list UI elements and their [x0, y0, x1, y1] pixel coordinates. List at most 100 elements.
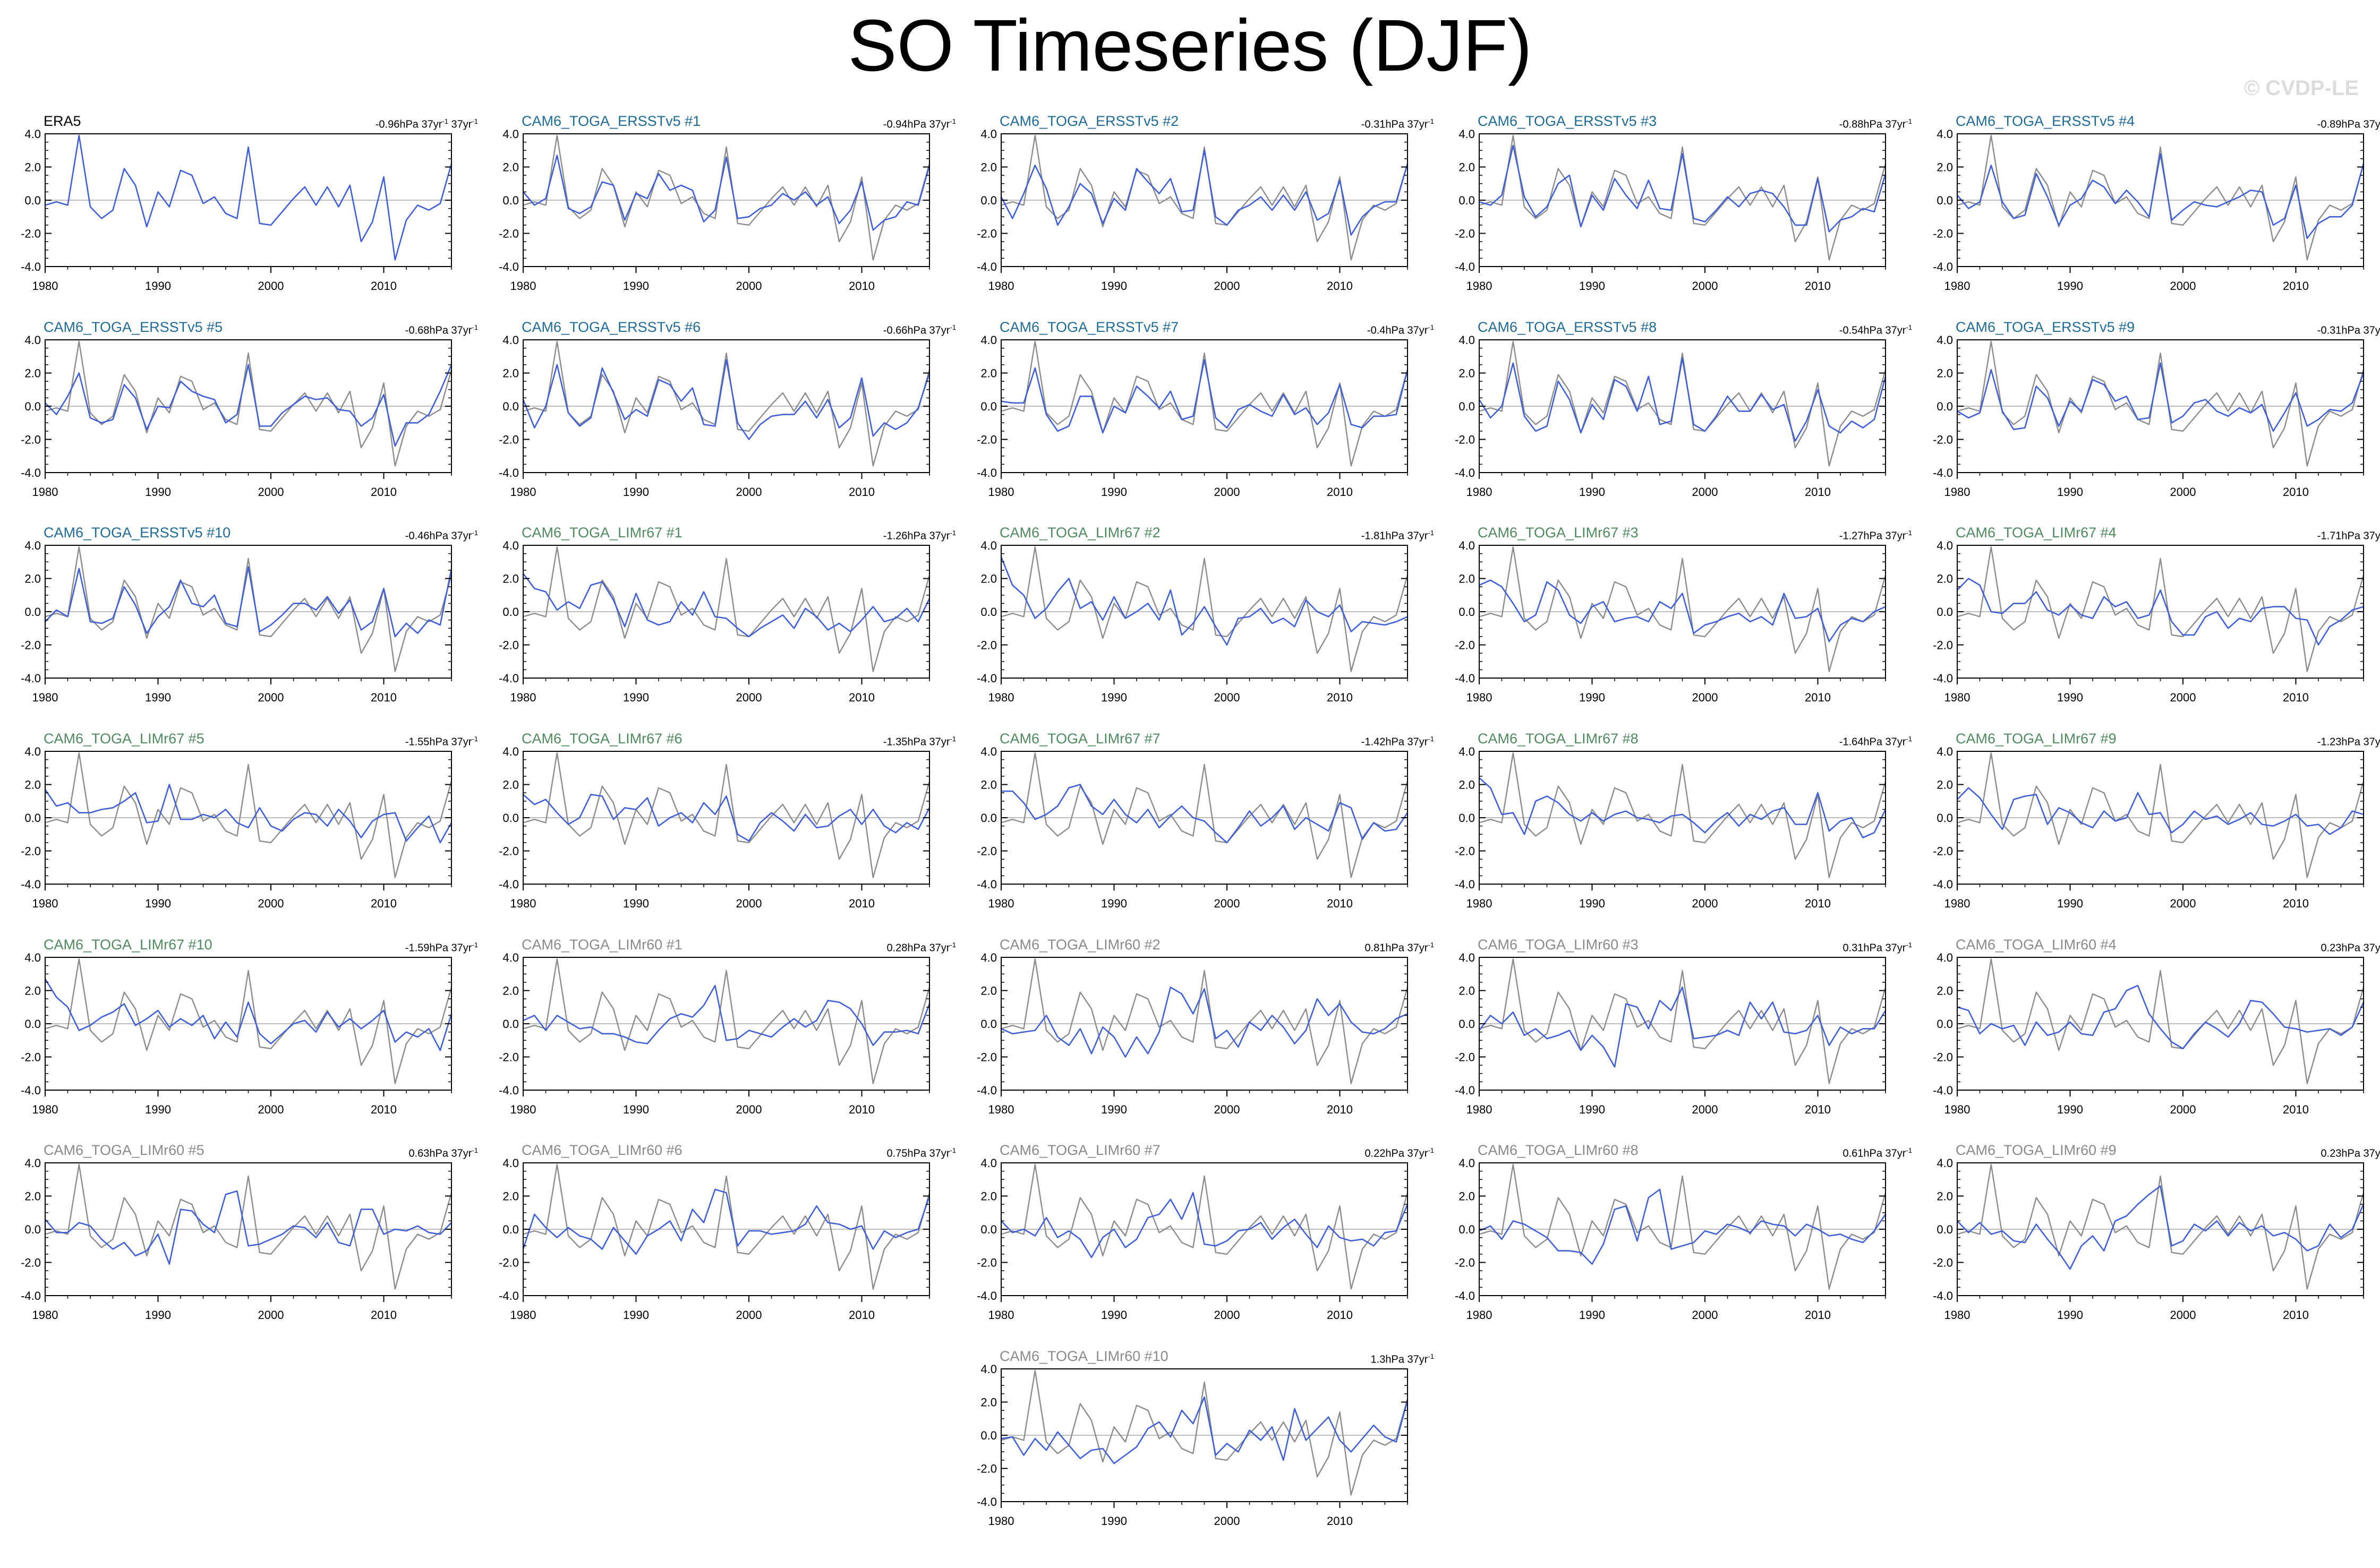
timeseries-panel: CAM6_TOGA_LIMr60 #2 0.81hPa 37yr-1 4.0 2.0 0…: [956, 936, 1434, 1133]
x-tick-label: 2000: [736, 1308, 762, 1322]
trend-unit: hPa 37yr: [907, 530, 950, 542]
y-tick-label: 4.0: [1937, 1156, 1953, 1170]
panel-plot: 4.0 2.0 0.0 -2.0 -4.0 1980 1990 2000 2010: [499, 745, 931, 910]
trend-label: 1.3hPa 37yr-1: [1371, 1350, 1434, 1367]
y-tick-label: -4.0: [977, 1084, 997, 1097]
y-tick-label: -4.0: [1933, 466, 1953, 479]
x-tick-label: 1980: [32, 1103, 58, 1116]
y-tick-label: 0.0: [1937, 1223, 1953, 1236]
trend-exponent: -1: [1906, 735, 1912, 743]
panel-title: CAM6_TOGA_LIMr67 #5: [44, 731, 204, 747]
y-tick-label: 0.0: [1458, 400, 1475, 413]
x-tick-label: 2010: [849, 1308, 875, 1322]
model-series-line: [1479, 144, 1887, 233]
panel-title: CAM6_TOGA_ERSSTv5 #4: [1956, 113, 2135, 129]
x-tick-label: 2000: [2170, 1308, 2196, 1322]
y-tick-label: 4.0: [1458, 1156, 1475, 1170]
model-series-line: [1957, 984, 2365, 1050]
y-tick-label: -4.0: [1933, 260, 1953, 273]
y-tick-label: -4.0: [977, 1289, 997, 1303]
x-tick-label: 2000: [1692, 279, 1718, 293]
y-tick-label: 2.0: [1937, 778, 1953, 792]
trend-exponent: -1: [950, 735, 956, 743]
y-tick-label: -4.0: [1933, 672, 1953, 685]
y-tick-label: -2.0: [977, 433, 997, 447]
x-tick-label: 1990: [1101, 279, 1127, 293]
model-series-line: [522, 1188, 931, 1255]
timeseries-panel: CAM6_TOGA_LIMr67 #7 -1.42hPa 37yr-1 4.0 2.0…: [956, 730, 1434, 927]
observed-series-line: [45, 546, 453, 672]
trend-label: -0.4hPa 37yr-1: [1367, 321, 1434, 338]
timeseries-panel: CAM6_TOGA_LIMr60 #10 1.3hPa 37yr-1 4.0 2.0 0…: [956, 1348, 1434, 1544]
model-series-line: [1000, 150, 1409, 236]
panel-plot: 4.0 2.0 0.0 -2.0 -4.0 1980 1990 2000 2010: [499, 1156, 931, 1322]
y-tick-label: 0.0: [1937, 605, 1953, 619]
trend-value: -0.54: [1839, 324, 1864, 337]
panel-plot: 4.0 2.0 0.0 -2.0 -4.0 1980 1990 2000 2010: [499, 127, 931, 293]
trend-label: -0.89hPa 37yr-1: [2317, 115, 2380, 132]
timeseries-panel: CAM6_TOGA_LIMr67 #4 -1.71hPa 37yr-1 4.0 2.0…: [1912, 524, 2380, 721]
y-tick-label: 2.0: [502, 572, 519, 586]
x-tick-label: 1980: [32, 279, 58, 293]
x-tick-label: 2010: [1327, 1103, 1353, 1116]
observed-series-line: [523, 1163, 931, 1290]
timeseries-panel: CAM6_TOGA_LIMr60 #7 0.22hPa 37yr-1 4.0 2.0 0…: [956, 1142, 1434, 1338]
y-tick-label: -2.0: [499, 845, 519, 858]
observed-series-line: [1001, 958, 1409, 1084]
model-series-line: [1957, 153, 2365, 239]
trend-value: 0.75: [886, 1147, 908, 1160]
trend-exponent: -1: [950, 529, 956, 537]
y-tick-label: 0.0: [1937, 811, 1953, 825]
observed-series-line: [523, 958, 931, 1084]
y-tick-label: 4.0: [502, 539, 519, 552]
model-series-line: [1001, 1192, 1409, 1258]
y-tick-label: -4.0: [1933, 1084, 1953, 1097]
y-tick-label: 4.0: [1458, 539, 1475, 552]
x-tick-label: 1990: [145, 485, 171, 499]
x-tick-label: 2000: [1214, 279, 1240, 293]
timeseries-panel: CAM6_TOGA_ERSSTv5 #1 -0.94hPa 37yr-1 4.0 2.…: [478, 113, 956, 309]
x-tick-label: 2000: [736, 691, 762, 704]
observed-series-line: [1957, 546, 2365, 672]
y-tick-label: 0.0: [980, 811, 997, 825]
y-tick-label: -2.0: [977, 1256, 997, 1270]
x-tick-label: 2010: [2283, 279, 2309, 293]
x-tick-label: 1990: [1101, 485, 1127, 499]
trend-label: 0.22hPa 37yr-1: [1364, 1144, 1434, 1161]
panel-title: CAM6_TOGA_LIMr67 #7: [1000, 731, 1161, 747]
x-tick-label: 2010: [1327, 485, 1353, 499]
x-tick-label: 1980: [988, 1514, 1014, 1528]
model-series-line: [1478, 357, 1887, 442]
trend-label: -0.31hPa 37yr-1: [2317, 321, 2380, 338]
panel-title: CAM6_TOGA_LIMr60 #2: [1000, 937, 1161, 953]
x-tick-label: 1980: [510, 691, 536, 704]
panel-plot: 4.0 2.0 0.0 -2.0 -4.0 1980 1990 2000 2010: [977, 539, 1409, 704]
panel-title: CAM6_TOGA_LIMr60 #4: [1956, 937, 2117, 953]
trend-exponent: -1: [950, 323, 956, 331]
panel-plot: 4.0 2.0 0.0 -2.0 -4.0 1980 1990 2000 2010: [499, 333, 931, 499]
trend-label: 0.75hPa 37yr-1: [886, 1144, 956, 1161]
y-tick-label: 2.0: [502, 984, 519, 998]
x-tick-label: 2010: [849, 691, 875, 704]
model-series-line: [1478, 986, 1887, 1068]
y-tick-label: 0.0: [980, 605, 997, 619]
model-series-line: [1479, 579, 1886, 642]
y-tick-label: 0.0: [24, 1017, 41, 1031]
y-tick-label: 4.0: [1458, 127, 1475, 141]
y-tick-label: 2.0: [24, 367, 41, 380]
trend-exponent: -1: [472, 529, 478, 537]
trend-value: -0.31: [1361, 118, 1386, 131]
observed-series-line: [1001, 340, 1409, 467]
x-tick-label: 1980: [32, 691, 58, 704]
trend-unit: hPa 37yr: [1385, 530, 1428, 542]
timeseries-panel: CAM6_TOGA_LIMr67 #6 -1.35hPa 37yr-1 4.0 2.0…: [478, 730, 956, 927]
panel-title: CAM6_TOGA_ERSSTv5 #2: [1000, 113, 1179, 129]
panel-plot: 4.0 2.0 0.0 -2.0 -4.0 1980 1990 2000 2010: [1455, 745, 1887, 910]
y-tick-label: -2.0: [1933, 227, 1953, 241]
x-tick-label: 2000: [736, 897, 762, 910]
panel-title: CAM6_TOGA_LIMr60 #6: [522, 1142, 683, 1158]
trend-unit: hPa 37yr: [2341, 530, 2380, 542]
y-tick-label: -4.0: [21, 1289, 41, 1303]
trend-value-secondary: 37: [448, 118, 463, 131]
x-tick-label: 1990: [2057, 485, 2083, 499]
